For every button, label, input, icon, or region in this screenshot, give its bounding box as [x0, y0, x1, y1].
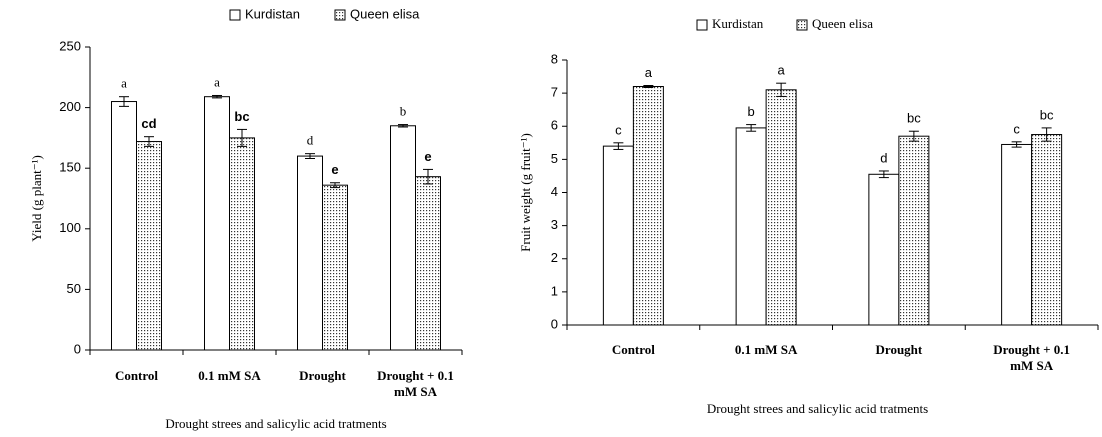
x-tick-label: Drought + 0.1 mM SA	[377, 368, 454, 399]
bar	[632, 86, 664, 326]
y-axis-label: Fruit weight (g fruit⁻¹)	[518, 133, 533, 252]
significance-letter: b	[748, 104, 755, 119]
x-axis-label: Drought strees and salicylic acid tratme…	[707, 401, 928, 416]
significance-letter: c	[1013, 121, 1020, 136]
bar	[868, 173, 900, 326]
y-tick-label: 50	[67, 281, 81, 296]
bar	[602, 145, 634, 326]
y-tick-label: 250	[59, 38, 81, 53]
y-tick-label: 0	[551, 316, 558, 331]
bar	[1001, 143, 1033, 326]
x-tick-label: Control	[611, 342, 655, 357]
bar	[735, 127, 767, 326]
x-tick-label: Drought + 0.1 mM SA	[993, 342, 1071, 373]
y-tick-label: 2	[551, 250, 558, 265]
y-tick-label: 200	[59, 99, 81, 114]
significance-letter: c	[615, 122, 622, 137]
legend-label: Queen elisa	[812, 16, 873, 31]
bar	[765, 89, 797, 326]
significance-letter: a	[778, 63, 786, 78]
legend-label: Kurdistan	[712, 16, 764, 31]
y-tick-label: 100	[59, 220, 81, 235]
legend-label: Queen elisa	[350, 6, 420, 21]
significance-letter: d	[307, 133, 314, 148]
significance-letter: e	[331, 162, 338, 177]
y-tick-label: 3	[551, 217, 558, 232]
y-tick-label: 0	[74, 341, 81, 356]
bar	[898, 135, 930, 326]
x-tick-label: 0.1 mM SA	[198, 368, 261, 383]
bar	[415, 176, 441, 351]
y-tick-label: 6	[551, 118, 558, 133]
significance-letter: bc	[234, 109, 249, 124]
x-tick-label: Control	[114, 368, 159, 383]
bar	[229, 137, 255, 351]
legend-label: Kurdistan	[245, 6, 300, 21]
y-tick-label: 5	[551, 151, 558, 166]
y-tick-label: 7	[551, 85, 558, 100]
x-tick-label: 0.1 mM SA	[734, 342, 798, 357]
legend-swatch	[796, 19, 808, 31]
significance-letter: d	[880, 150, 887, 165]
legend-swatch	[696, 19, 708, 31]
significance-letter: bc	[1040, 107, 1054, 122]
bar	[1031, 134, 1063, 326]
bar	[204, 96, 230, 351]
bar	[390, 125, 416, 351]
x-tick-label: Drought	[875, 342, 923, 357]
significance-letter: bc	[907, 111, 921, 126]
y-axis-label: Yield (g plant⁻¹)	[29, 155, 44, 242]
significance-letter: a	[645, 65, 653, 80]
x-tick-label: Drought	[299, 368, 346, 383]
x-axis-label: Drought strees and salicylic acid tratme…	[165, 416, 386, 431]
bar	[322, 184, 348, 351]
y-tick-label: 8	[551, 51, 558, 66]
bar	[297, 155, 323, 351]
significance-letter: a	[214, 74, 220, 89]
significance-letter: e	[424, 149, 431, 164]
y-tick-label: 150	[59, 160, 81, 175]
y-tick-label: 1	[551, 283, 558, 298]
y-tick-label: 4	[551, 184, 558, 199]
significance-letter: cd	[141, 116, 156, 131]
legend-swatch	[334, 9, 346, 21]
bar	[136, 141, 162, 351]
significance-letter: a	[121, 76, 127, 91]
significance-letter: b	[400, 104, 407, 119]
bar	[111, 101, 137, 351]
legend-swatch	[229, 9, 241, 21]
